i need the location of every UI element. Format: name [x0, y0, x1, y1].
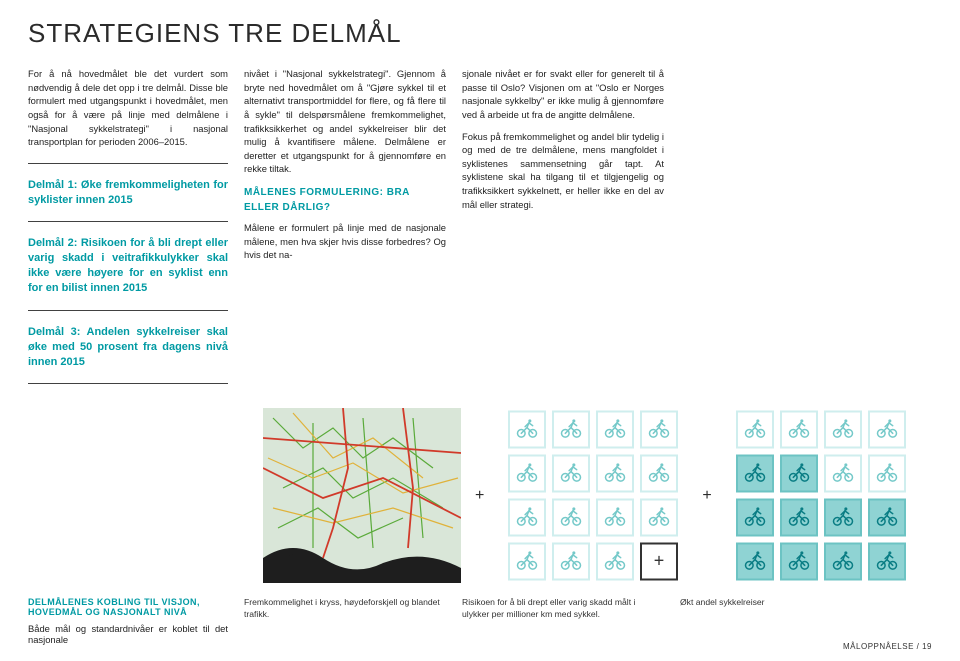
column-2: nivået i "Nasjonal sykkelstrategi". Gjen…	[244, 67, 446, 398]
column-1: For å nå hovedmålet ble det vurdert som …	[28, 67, 228, 398]
plus-icon: +	[696, 487, 717, 505]
col2-p2: Målene er formulert på linje med de nasj…	[244, 221, 446, 262]
divider	[28, 163, 228, 164]
intro-paragraph: For å nå hovedmålet ble det vurdert som …	[28, 67, 228, 149]
kobling-text: Både mål og standardnivåer er koblet til…	[28, 623, 228, 645]
column-4	[680, 67, 882, 398]
delmal-1: Delmål 1: Øke fremkommeligheten for sykl…	[28, 178, 228, 208]
page-footer: MÅLOPPNÅELSE / 19	[843, 642, 932, 651]
col3-p2: Fokus på fremkommelighet og andel blir t…	[462, 130, 664, 212]
page-title: STRATEGIENS TRE DELMÅL	[0, 0, 960, 67]
caption-2: Risikoen for å bli drept eller varig ska…	[462, 597, 664, 645]
caption-1: Fremkommelighet i kryss, høydeforskjell …	[244, 597, 446, 645]
col2-subhead: MÅLENES FORMULERING: BRA ELLER DÅRLIG?	[244, 186, 446, 215]
col3-p1: sjonale nivået er for svakt eller for ge…	[462, 67, 664, 122]
caption-left-block: DELMÅLENES KOBLING TIL VISJON, HOVEDMÅL …	[28, 597, 228, 645]
divider	[28, 383, 228, 384]
divider	[28, 221, 228, 222]
col2-p1: nivået i "Nasjonal sykkelstrategi". Gjen…	[244, 67, 446, 176]
figure-grid-share	[726, 408, 916, 583]
svg-text:+: +	[654, 551, 665, 571]
plus-icon: +	[469, 487, 490, 505]
divider	[28, 310, 228, 311]
delmal-3: Delmål 3: Andelen sykkelreiser skal øke …	[28, 325, 228, 370]
caption-3: Økt andel sykkelreiser	[680, 597, 882, 645]
column-3: sjonale nivået er for svakt eller for ge…	[462, 67, 664, 398]
figure-map	[263, 408, 461, 583]
text-columns: For å nå hovedmålet ble det vurdert som …	[0, 67, 960, 398]
kobling-head: DELMÅLENES KOBLING TIL VISJON, HOVEDMÅL …	[28, 597, 228, 617]
figures-row: +	[0, 398, 960, 583]
captions-row: DELMÅLENES KOBLING TIL VISJON, HOVEDMÅL …	[0, 583, 960, 645]
delmal-2: Delmål 2: Risikoen for å bli drept eller…	[28, 236, 228, 295]
figure-grid-risk: +	[498, 408, 688, 583]
